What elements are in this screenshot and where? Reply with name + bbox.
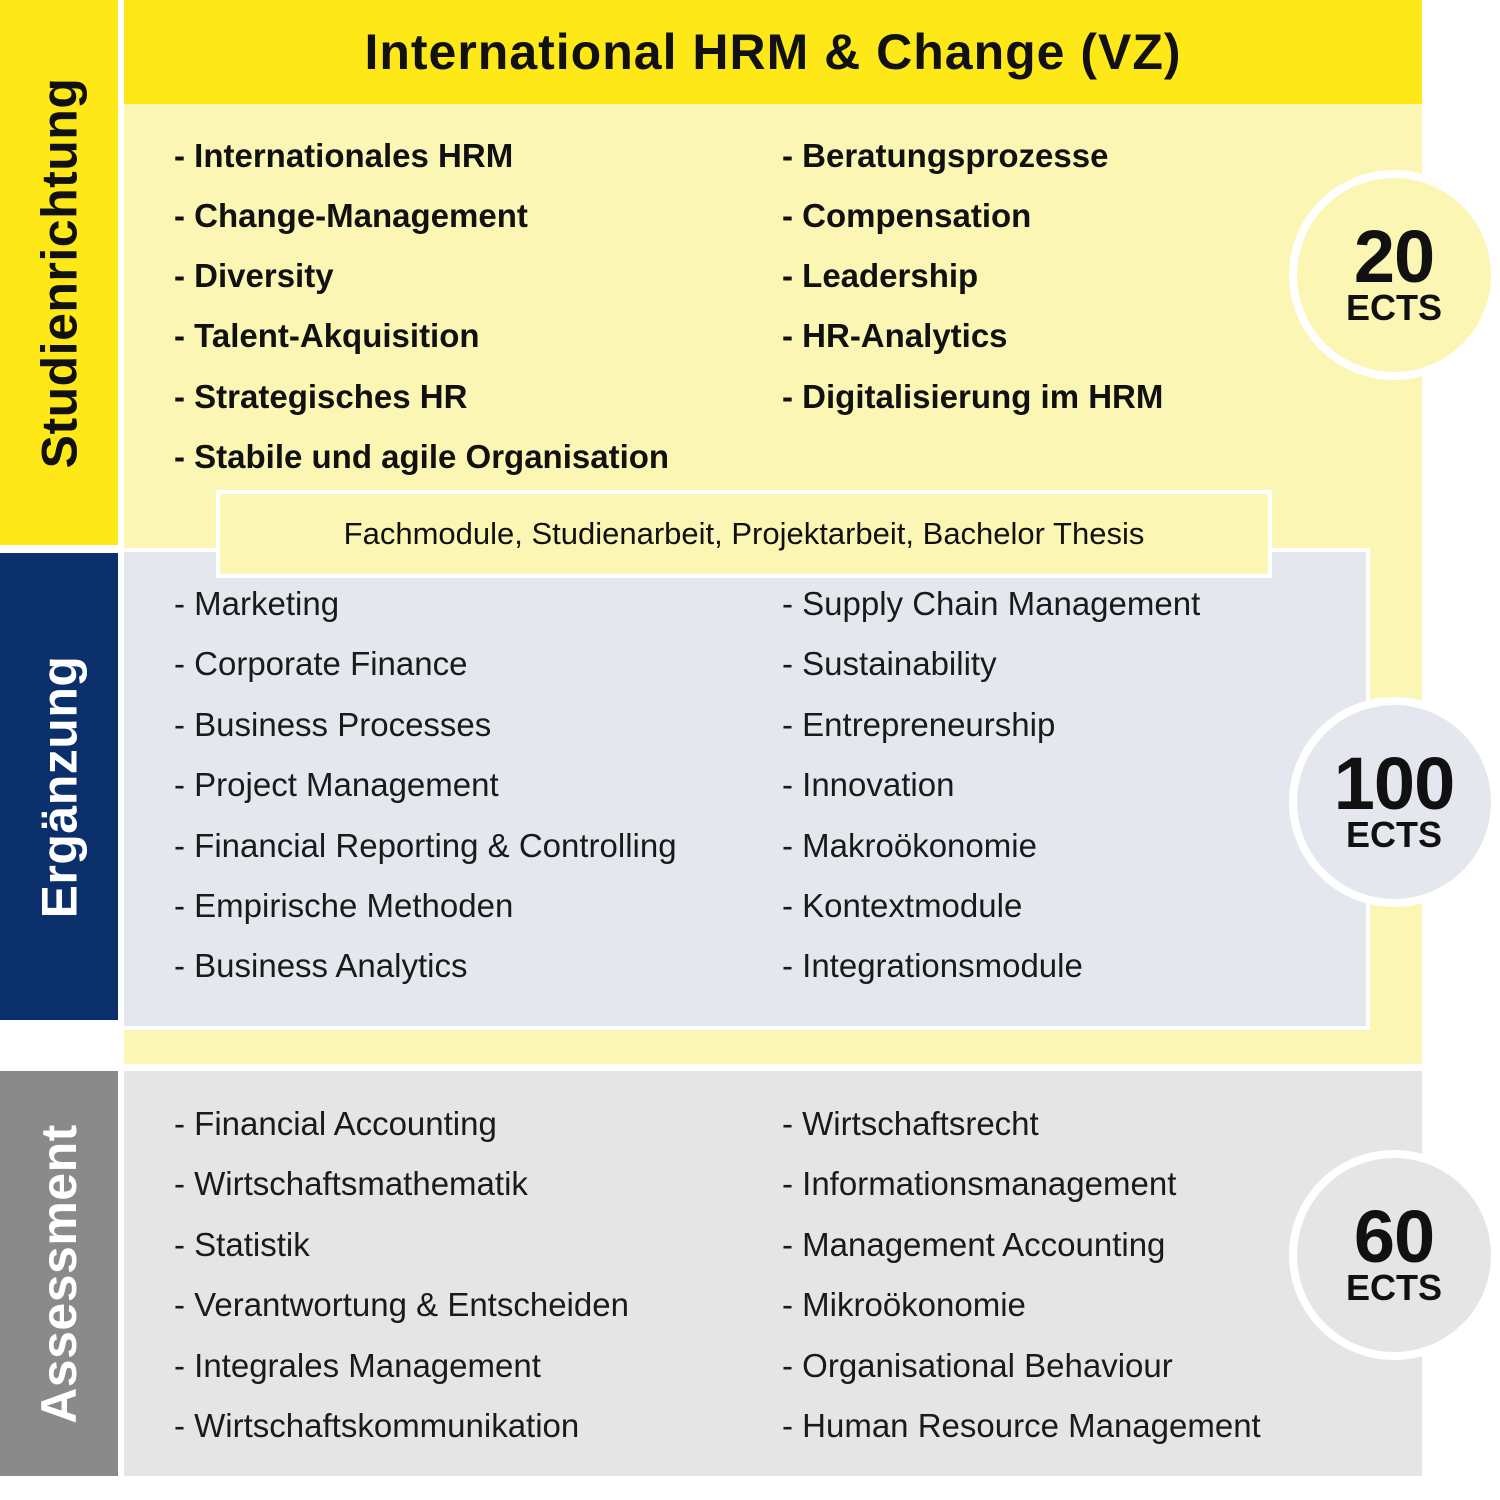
- ects-unit: ECTS: [1345, 814, 1442, 856]
- ects-value: 20: [1353, 214, 1435, 298]
- list-item: - Business Analytics: [174, 947, 468, 984]
- list-item: - Integrales Management: [174, 1347, 541, 1384]
- list-item: - Supply Chain Management: [782, 585, 1201, 622]
- list-item: - Project Management: [174, 766, 499, 803]
- ergaenzung-panel: [124, 548, 1370, 1030]
- list-item: - Sustainability: [782, 645, 997, 682]
- list-item: - Wirtschaftsrecht: [782, 1105, 1039, 1142]
- list-item: - Human Resource Management: [782, 1407, 1261, 1444]
- list-item: - Verantwortung & Entscheiden: [174, 1286, 629, 1323]
- fachmodule-text: Fachmodule, Studienarbeit, Projektarbeit…: [343, 516, 1145, 551]
- ects-badge-assessment: 60 ECTS: [1289, 1150, 1499, 1360]
- fachmodule-box: Fachmodule, Studienarbeit, Projektarbeit…: [216, 490, 1272, 578]
- list-item: - HR-Analytics: [782, 317, 1008, 354]
- list-item: - Management Accounting: [782, 1226, 1166, 1263]
- list-item: - Compensation: [782, 197, 1032, 234]
- list-item: - Corporate Finance: [174, 645, 468, 682]
- list-item: - Financial Accounting: [174, 1105, 497, 1142]
- list-item: - Internationales HRM: [174, 137, 514, 174]
- ects-badge-ergaenzung: 100 ECTS: [1289, 697, 1499, 907]
- ects-unit: ECTS: [1345, 287, 1442, 329]
- ects-badge-studienrichtung: 20 ECTS: [1289, 170, 1499, 380]
- list-item: - Empirische Methoden: [174, 887, 514, 924]
- list-item: - Statistik: [174, 1226, 310, 1263]
- list-item: - Leadership: [782, 257, 979, 294]
- list-item: - Mikroökonomie: [782, 1286, 1026, 1323]
- list-item: - Talent-Akquisition: [174, 317, 480, 354]
- sidebar-assessment: Assessment: [0, 1071, 118, 1476]
- list-item: - Integrationsmodule: [782, 947, 1083, 984]
- title-bar: International HRM & Change (VZ): [124, 0, 1422, 104]
- list-item: - Digitalisierung im HRM: [782, 378, 1164, 415]
- sidebar-assessment-label: Assessment: [31, 1123, 88, 1424]
- sidebar-ergaenzung-label: Ergänzung: [31, 655, 88, 918]
- list-item: - Kontextmodule: [782, 887, 1023, 924]
- ects-value: 100: [1333, 741, 1455, 825]
- ects-value: 60: [1353, 1194, 1435, 1278]
- ects-unit: ECTS: [1345, 1267, 1442, 1309]
- list-item: - Change-Management: [174, 197, 528, 234]
- list-item: - Makroökonomie: [782, 827, 1037, 864]
- list-item: - Entrepreneurship: [782, 706, 1056, 743]
- list-item: - Beratungsprozesse: [782, 137, 1109, 174]
- assessment-panel: [124, 1071, 1422, 1476]
- sidebar-ergaenzung: Ergänzung: [0, 553, 118, 1020]
- page-title: International HRM & Change (VZ): [364, 24, 1182, 80]
- list-item: - Innovation: [782, 766, 955, 803]
- list-item: - Strategisches HR: [174, 378, 468, 415]
- list-item: - Marketing: [174, 585, 340, 622]
- sidebar-studienrichtung: Studienrichtung: [0, 0, 118, 545]
- list-item: - Wirtschaftskommunikation: [174, 1407, 580, 1444]
- list-item: - Diversity: [174, 257, 334, 294]
- list-item: - Financial Reporting & Controlling: [174, 827, 677, 864]
- list-item: - Organisational Behaviour: [782, 1347, 1173, 1384]
- sidebar-studienrichtung-label: Studienrichtung: [31, 77, 87, 468]
- list-item: - Wirtschaftsmathematik: [174, 1165, 528, 1202]
- list-item: - Informationsmanagement: [782, 1165, 1177, 1202]
- list-item: - Business Processes: [174, 706, 492, 743]
- list-item: - Stabile und agile Organisation: [174, 438, 670, 475]
